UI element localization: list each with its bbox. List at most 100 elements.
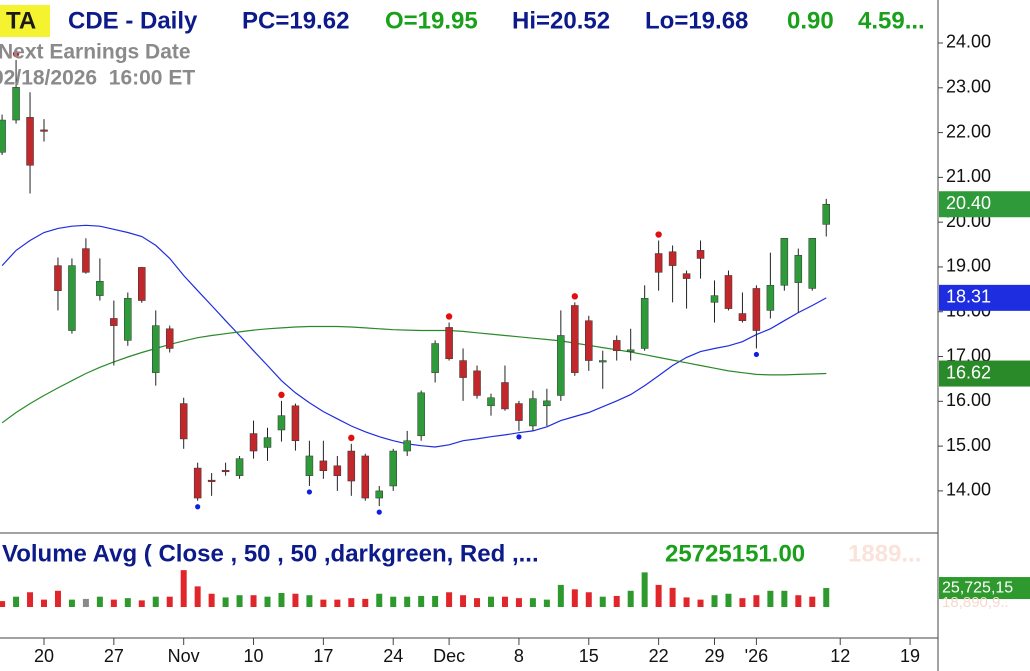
volume-bar xyxy=(418,595,425,607)
chart-title: CDE - Daily xyxy=(68,7,198,34)
volume-last-box xyxy=(939,577,1030,600)
candle-body xyxy=(654,253,663,273)
pivot-high xyxy=(571,293,579,300)
volume-bar xyxy=(222,597,229,607)
candle-body xyxy=(808,238,817,289)
volume-bar xyxy=(264,596,271,607)
candle-body xyxy=(333,465,342,476)
volume-avg: 1889... xyxy=(848,540,921,567)
pivot-low xyxy=(376,509,382,515)
candle-body xyxy=(571,305,579,373)
volume-bar xyxy=(180,570,187,607)
candle-body xyxy=(515,403,523,421)
candle-body xyxy=(165,328,174,349)
y-tick-label: 14.00 xyxy=(946,480,991,500)
last-value-label: 18.31 xyxy=(946,287,991,307)
y-tick-label: 21.00 xyxy=(946,166,991,186)
volume-bar xyxy=(781,590,788,607)
x-tick-label: '26 xyxy=(745,646,768,666)
candle-body xyxy=(738,313,747,321)
badge-text: TA xyxy=(6,7,36,34)
candle-body xyxy=(459,360,467,378)
candle-body xyxy=(68,265,76,331)
volume-bar xyxy=(54,590,61,607)
y-tick-label: 24.00 xyxy=(946,32,991,52)
volume-bar xyxy=(41,599,48,607)
pivot-high xyxy=(278,391,285,399)
volume-bar xyxy=(292,593,299,607)
candle-body xyxy=(249,433,258,452)
candle-body xyxy=(557,335,565,396)
volume-bar xyxy=(432,595,439,607)
y-tick-label: 23.00 xyxy=(946,77,991,97)
candle-body xyxy=(487,397,495,407)
volume-bar xyxy=(655,584,662,607)
volume-bar xyxy=(571,589,578,607)
candle-body xyxy=(305,455,314,476)
candle-body xyxy=(710,295,719,303)
volume-bar xyxy=(711,595,718,607)
stat: Lo=19.68 xyxy=(645,7,748,34)
candle-body xyxy=(207,479,216,482)
candle-body xyxy=(179,403,188,440)
volume-bar xyxy=(250,595,257,607)
volume-bar xyxy=(166,596,173,607)
moving-average xyxy=(1,224,827,448)
x-tick-label: 12 xyxy=(830,646,850,666)
pivot-high xyxy=(655,231,662,238)
candle-body xyxy=(403,440,411,452)
volume-bar xyxy=(404,596,411,607)
candle-body xyxy=(12,87,20,121)
candle-body xyxy=(529,398,537,427)
plot: 14.0015.0016.0017.0018.0019.0020.0021.00… xyxy=(0,32,991,666)
volume-bar xyxy=(753,595,760,607)
y-tick-label: 16.00 xyxy=(946,390,991,410)
candle-body xyxy=(766,285,775,311)
volume-bar xyxy=(362,598,369,607)
candle-body xyxy=(82,248,90,273)
candle-body xyxy=(724,275,733,309)
candle-body xyxy=(417,392,425,437)
volume-bar xyxy=(96,596,103,607)
pivot-high xyxy=(445,313,453,320)
candle-body xyxy=(473,370,481,396)
volume-bar xyxy=(13,596,20,607)
volume-bar xyxy=(697,599,704,607)
volume-bar xyxy=(515,598,522,607)
volume-avg-label: 18,890,9.. xyxy=(942,594,1009,611)
candle-body xyxy=(780,238,789,286)
volume-value: 25725151.00 xyxy=(665,540,805,567)
candle-body xyxy=(0,119,6,153)
x-tick-label: 8 xyxy=(514,646,524,666)
last-value-box xyxy=(939,284,1030,311)
volume-bar xyxy=(68,599,75,607)
volume-bar xyxy=(124,598,131,607)
candle-body xyxy=(110,318,118,326)
candle-body xyxy=(193,467,202,499)
candle-body xyxy=(347,450,356,482)
candle-body xyxy=(291,405,300,441)
x-tick-label: 19 xyxy=(900,646,920,666)
volume-bar xyxy=(0,601,6,607)
volume-bar xyxy=(278,593,285,607)
x-tick-label: 17 xyxy=(313,646,333,666)
volume-bar xyxy=(529,598,536,607)
volume-bar xyxy=(627,590,634,607)
x-tick-label: Dec xyxy=(433,646,465,666)
last-value-box xyxy=(939,360,1030,387)
volume-bar xyxy=(376,593,383,607)
change: 0.90 xyxy=(787,7,834,34)
candle-body xyxy=(389,450,397,487)
change-pct: 4.59... xyxy=(858,7,925,34)
candle-body xyxy=(96,281,104,296)
candle-body xyxy=(543,400,551,407)
x-tick-label: 20 xyxy=(34,646,54,666)
volume-bar xyxy=(501,596,508,607)
volume-bar xyxy=(613,595,620,607)
volume-bar xyxy=(585,592,592,607)
y-tick-label: 15.00 xyxy=(946,435,991,455)
candle-body xyxy=(221,470,230,473)
pivot-low xyxy=(306,489,313,495)
candle-body xyxy=(138,267,146,301)
